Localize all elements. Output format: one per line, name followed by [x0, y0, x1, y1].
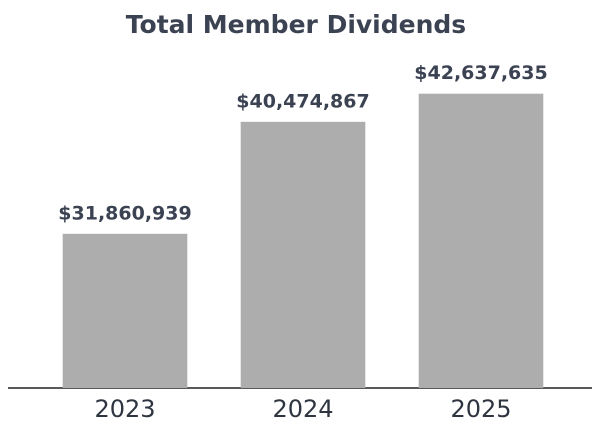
- value-label: $42,637,635: [414, 62, 547, 84]
- value-label: $40,474,867: [236, 90, 369, 112]
- value-label: $31,860,939: [58, 202, 191, 224]
- bar: [240, 121, 366, 389]
- bar: [418, 93, 544, 388]
- x-tick-label: 2023: [94, 395, 155, 423]
- x-tick-label: 2025: [450, 395, 511, 423]
- bar: [62, 233, 188, 388]
- x-tick-label: 2024: [272, 395, 333, 423]
- chart-title: Total Member Dividends: [126, 10, 466, 39]
